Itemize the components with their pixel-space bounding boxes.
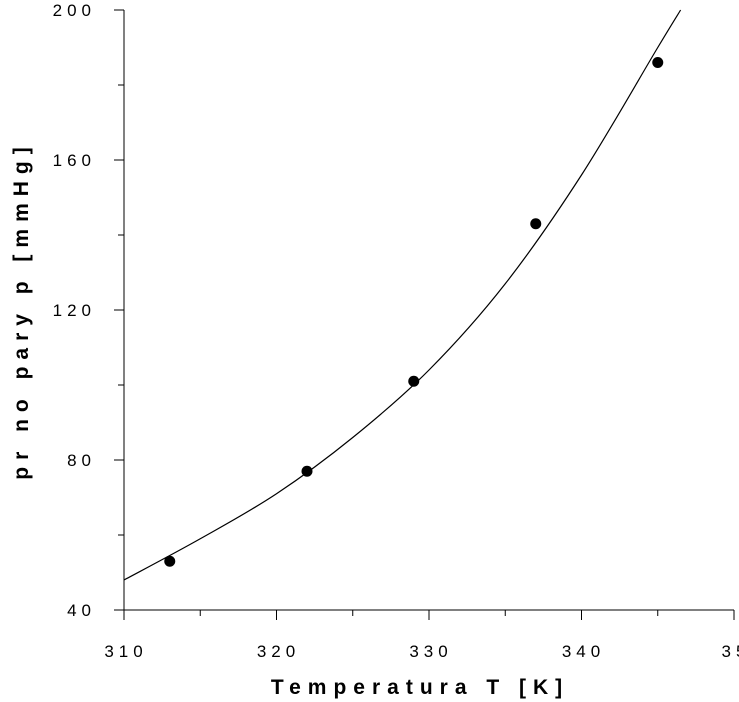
x-tick-label: 330 bbox=[409, 642, 452, 661]
x-tick-label: 310 bbox=[104, 642, 147, 661]
tick-labels: 310 320 330 340 35 40 80 120 160 200 bbox=[53, 1, 739, 661]
data-point bbox=[164, 555, 176, 567]
axes bbox=[123, 10, 734, 611]
x-tick-label: 340 bbox=[562, 642, 605, 661]
data-point bbox=[530, 218, 542, 230]
x-axis-title: Temperatura T [K] bbox=[271, 676, 569, 699]
data-point bbox=[652, 57, 664, 68]
y-tick-label: 40 bbox=[67, 601, 96, 620]
data-point bbox=[408, 375, 420, 387]
y-tick-label: 160 bbox=[53, 151, 96, 170]
x-tick-label: 35 bbox=[722, 642, 739, 661]
series-layer bbox=[123, 9, 682, 581]
y-axis-title: pr no pary p [mmHg] bbox=[10, 140, 33, 480]
y-tick-label: 80 bbox=[67, 451, 96, 470]
ticks bbox=[114, 9, 735, 620]
x-tick-label: 320 bbox=[257, 642, 300, 661]
y-tick-label: 120 bbox=[53, 301, 96, 320]
fit-curve bbox=[123, 9, 682, 581]
y-tick-label: 200 bbox=[53, 1, 96, 20]
